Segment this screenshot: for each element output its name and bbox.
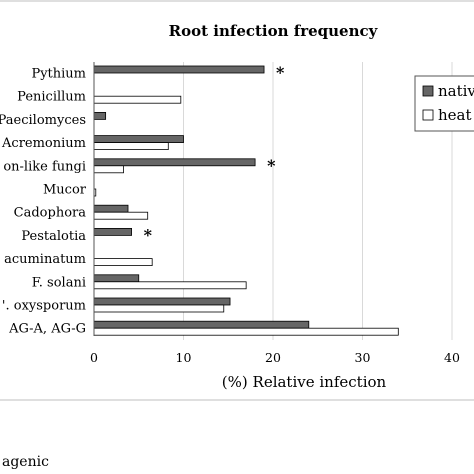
- category-label-on-like-fungi: on-like fungi: [3, 159, 86, 174]
- category-label-acremonium: Acremonium: [1, 136, 86, 151]
- category-label-pestalotia: Pestalotia: [21, 229, 86, 244]
- bar-heat-oxysporum: [93, 304, 225, 313]
- significance-markers: * * *: [144, 63, 285, 244]
- bar-nativ-ag-a-ag-g: [93, 320, 310, 329]
- bar-nativ-f-solani: [93, 274, 140, 283]
- x-tick-labels: 0 10 20 30 40: [90, 350, 460, 365]
- bar-heat-on-like-fungi: [93, 165, 124, 174]
- chart-title: Root infection frequency: [169, 22, 379, 40]
- bar-heat-ag-a-ag-g: [93, 327, 399, 336]
- bar-heat-acuminatum: [93, 258, 153, 267]
- footnote-text: agenic: [2, 454, 49, 470]
- category-label-pythium: Pythium: [31, 67, 86, 82]
- bar-nativ-paecilomyces: [93, 112, 107, 120]
- significance-marker-pythium: *: [276, 63, 285, 82]
- x-tick-label-30: 30: [355, 350, 371, 365]
- legend-label-nativ: nativ: [438, 82, 474, 100]
- bar-nativ-pestalotia: [93, 227, 132, 236]
- bar-nativ-pythium: [93, 65, 265, 74]
- x-tick-label-20: 20: [265, 350, 281, 365]
- legend: nativ heat: [414, 75, 474, 132]
- bar-heat-acremonium: [93, 142, 169, 151]
- x-tick-label-0: 0: [90, 350, 98, 365]
- category-labels: Pythium Penicillum Paecilomyces Acremonium o…: [0, 67, 87, 337]
- legend-box: [414, 75, 474, 132]
- category-label-paecilomyces: Paecilomyces: [0, 113, 86, 128]
- bar-heat-cadophora: [93, 211, 149, 220]
- bar-nativ-on-like-fungi: [93, 158, 256, 167]
- bar-heat-penicillum: [93, 95, 182, 104]
- category-label-cadophora: Cadophora: [14, 206, 87, 221]
- category-label-ag-a-ag-g: AG-A, AG-G: [8, 322, 86, 337]
- category-label-penicillum: Penicillum: [17, 90, 86, 105]
- bar-heat-f-solani: [93, 281, 247, 290]
- bar-nativ-acremonium: [93, 135, 184, 144]
- x-axis-label: (%) Relative infection: [222, 373, 387, 391]
- bar-nativ-cadophora: [93, 204, 129, 213]
- x-tick-label-10: 10: [176, 350, 192, 365]
- bar-nativ-oxysporum: [93, 297, 231, 306]
- legend-swatch-heat: [422, 109, 434, 121]
- significance-marker-on-like-fungi: *: [267, 156, 276, 175]
- x-tick-label-40: 40: [444, 350, 460, 365]
- category-label-mucor: Mucor: [43, 183, 87, 198]
- legend-label-heat: heat: [438, 106, 472, 124]
- category-label-oxysporum: '. oxysporum: [2, 299, 86, 314]
- significance-marker-pestalotia: *: [144, 225, 153, 244]
- category-label-f-solani: F. solani: [32, 275, 86, 290]
- bars: [93, 65, 399, 336]
- category-label-acuminatum: acuminatum: [4, 252, 86, 267]
- legend-swatch-nativ: [422, 85, 434, 97]
